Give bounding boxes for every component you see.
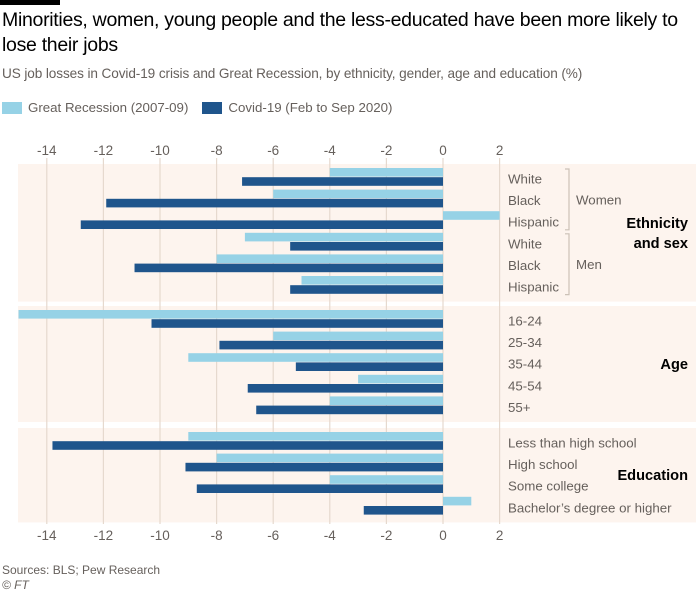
x-tick-label-top: -8 <box>211 143 223 158</box>
x-tick-label-top: -2 <box>380 143 392 158</box>
bar-great-recession <box>273 189 443 199</box>
bracket-men <box>565 233 570 296</box>
bar-great-recession <box>18 310 443 319</box>
bar-covid <box>151 319 443 328</box>
x-tick-label-top: -4 <box>324 143 336 158</box>
x-tick-label-bottom: -8 <box>211 528 223 543</box>
legend-swatch-great-recession <box>2 101 22 114</box>
x-tick-label-bottom: -12 <box>94 528 114 543</box>
category-label: Black <box>508 193 541 208</box>
bar-great-recession <box>443 211 500 220</box>
group-label: Age <box>660 357 688 373</box>
bar-great-recession <box>188 353 443 362</box>
category-label: White <box>508 172 542 187</box>
copyright-text: © FT <box>2 578 29 592</box>
bar-covid <box>256 405 443 415</box>
category-label: Some college <box>508 479 589 494</box>
bar-great-recession <box>443 496 472 506</box>
x-tick-label-bottom: -14 <box>37 528 57 543</box>
bar-great-recession <box>273 331 443 341</box>
bar-covid <box>80 220 443 229</box>
x-tick-label-top: 2 <box>496 143 504 158</box>
bar-covid <box>363 506 443 515</box>
x-tick-label-top: -14 <box>37 143 57 158</box>
category-label: High school <box>508 457 578 472</box>
category-label: Hispanic <box>508 215 559 230</box>
ft-brand-bar <box>0 0 60 5</box>
category-label: Less than high school <box>508 436 637 451</box>
bar-great-recession <box>216 254 443 263</box>
x-tick-label-bottom: 0 <box>439 528 447 543</box>
bar-covid <box>219 340 443 350</box>
x-tick-label-top: -10 <box>150 143 170 158</box>
legend-label-great-recession: Great Recession (2007-09) <box>28 100 189 115</box>
x-tick-label-bottom: -2 <box>380 528 392 543</box>
bar-covid <box>290 242 443 251</box>
category-label: 35-44 <box>508 357 542 372</box>
category-label: 25-34 <box>508 335 542 350</box>
bars <box>18 168 500 515</box>
category-label: Bachelor’s degree or higher <box>508 500 672 515</box>
bar-covid <box>196 484 443 493</box>
x-tick-label-bottom: 2 <box>496 528 504 543</box>
chart-title: Minorities, women, young people and the … <box>2 9 678 56</box>
bar-covid <box>106 198 443 208</box>
group-label: and sex <box>634 236 689 252</box>
category-label: White <box>508 236 542 251</box>
bar-great-recession <box>216 453 443 463</box>
group-label: Education <box>617 468 688 484</box>
x-tick-label-top: -6 <box>267 143 279 158</box>
chart-subtitle: US job losses in Covid-19 crisis and Gre… <box>2 66 583 81</box>
x-tick-label-top: -12 <box>94 143 114 158</box>
legend-swatch-covid <box>202 101 223 114</box>
category-label: 55+ <box>508 400 531 415</box>
category-label: 16-24 <box>508 314 542 329</box>
axis-ticks: -14 -14 -12 -12 -10 -10 -8 -8 -6 -6 -4 -4 -2 -2 0 0 2 2 <box>37 143 503 543</box>
x-tick-label-top: 0 <box>439 143 447 158</box>
group-label: Ethnicity <box>626 216 689 232</box>
bar-covid <box>185 462 443 472</box>
category-label: 45-54 <box>508 378 542 393</box>
subgroup-label-women: Women <box>576 192 622 207</box>
category-labels: White Black Hispanic White Black Hispanic Wome… <box>508 168 689 515</box>
category-label: Black <box>508 258 541 273</box>
legend-item-great-recession: Great Recession (2007-09) <box>2 100 188 115</box>
source-note: Sources: BLS; Pew Research © FT <box>2 563 160 593</box>
bar-covid <box>247 384 443 393</box>
bar-covid <box>52 441 444 450</box>
bar-great-recession <box>301 276 443 285</box>
x-tick-label-bottom: -6 <box>267 528 279 543</box>
legend-label-covid: Covid-19 (Feb to Sep 2020) <box>228 100 393 115</box>
bar-great-recession <box>188 432 443 441</box>
category-label: Hispanic <box>508 280 559 295</box>
bar-covid <box>134 263 443 273</box>
bar-covid <box>295 362 443 371</box>
legend-item-covid: Covid-19 (Feb to Sep 2020) <box>202 100 392 115</box>
bar-great-recession <box>244 232 443 242</box>
bar-great-recession <box>358 374 443 384</box>
source-text: Sources: BLS; Pew Research <box>2 563 161 577</box>
bar-great-recession <box>329 168 443 177</box>
bar-great-recession <box>329 396 443 405</box>
bar-covid <box>242 177 443 186</box>
bar-covid <box>290 285 443 294</box>
subgroup-label-men: Men <box>576 257 602 272</box>
bracket-women <box>565 168 570 231</box>
bar-great-recession <box>329 475 443 484</box>
x-tick-label-bottom: -4 <box>324 528 336 543</box>
legend: Great Recession (2007-09) Covid-19 (Feb … <box>2 100 392 115</box>
x-tick-label-bottom: -10 <box>150 528 170 543</box>
